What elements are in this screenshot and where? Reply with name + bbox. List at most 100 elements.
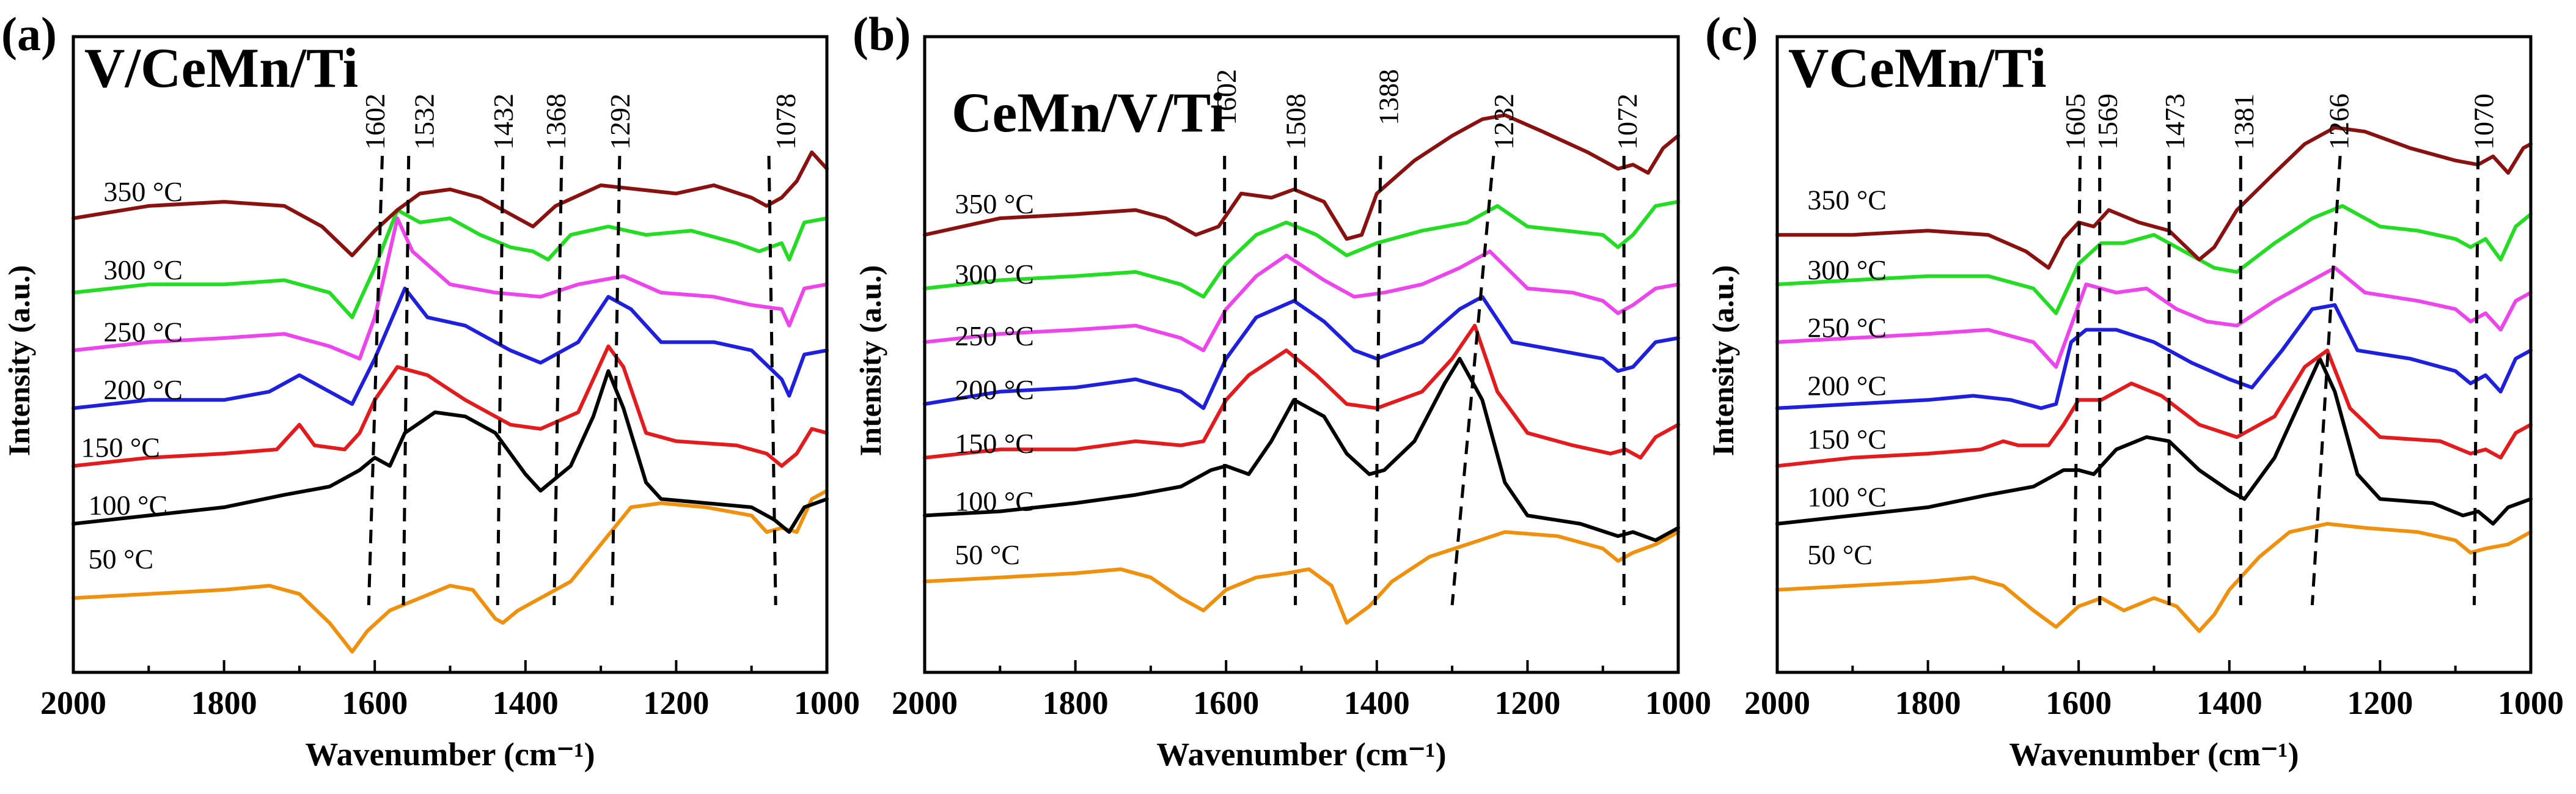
series-line-300C bbox=[923, 200, 1680, 299]
temperature-label: 200 °C bbox=[103, 374, 183, 405]
peak-label: 1605 bbox=[2060, 94, 2091, 150]
x-tick-label: 1200 bbox=[1494, 685, 1560, 721]
temperature-label: 100 °C bbox=[955, 485, 1034, 516]
x-tick-label: 1600 bbox=[342, 685, 408, 721]
panel-a: 2000 1800 1600 1400 1200 1000 Wavenumber (cm⁻¹… bbox=[1, 7, 860, 773]
series-line-200C bbox=[923, 295, 1680, 410]
series-line-250C bbox=[923, 249, 1680, 353]
panel-c: 2000 1800 1600 1400 1200 1000 Wavenumber (cm⁻¹… bbox=[1705, 7, 2564, 773]
series-line-150C bbox=[1775, 348, 2533, 468]
peak-label: 1532 bbox=[408, 94, 439, 150]
temperature-label: 50 °C bbox=[89, 543, 154, 575]
temperature-label: 300 °C bbox=[103, 254, 183, 285]
temperature-label: 50 °C bbox=[1807, 539, 1873, 570]
panel-title: V/CeMn/Ti bbox=[84, 37, 358, 99]
y-axis-title: Intensity (a.u.) bbox=[1706, 265, 1740, 457]
temperature-label: 200 °C bbox=[1807, 370, 1887, 401]
series-line-250C bbox=[72, 216, 829, 361]
panel-letter: (c) bbox=[1705, 7, 1758, 61]
peak-line-1368 bbox=[552, 155, 563, 606]
peak-line-1605 bbox=[2072, 155, 2082, 606]
series-line-300C bbox=[72, 208, 829, 320]
temperature-label: 300 °C bbox=[955, 259, 1034, 290]
x-tick-label: 2000 bbox=[1744, 685, 1810, 721]
series-line-100C bbox=[923, 356, 1680, 542]
temperature-label: 100 °C bbox=[1807, 482, 1887, 513]
x-axis-title: Wavenumber (cm⁻¹) bbox=[1156, 736, 1446, 773]
peak-line-1266 bbox=[2310, 155, 2342, 606]
x-axis-title: Wavenumber (cm⁻¹) bbox=[305, 736, 595, 773]
x-tick-label: 1400 bbox=[2196, 685, 2262, 721]
panel-title: CeMn/V/Ti bbox=[952, 81, 1225, 144]
peak-label: 1508 bbox=[1280, 94, 1312, 150]
temperature-label: 350 °C bbox=[1807, 184, 1887, 215]
temperature-label: 150 °C bbox=[955, 428, 1034, 459]
x-tick-label: 1600 bbox=[1193, 685, 1259, 721]
peak-line-1388 bbox=[1373, 155, 1382, 606]
panel-letter: (b) bbox=[853, 7, 911, 61]
plot-frame bbox=[72, 35, 829, 674]
temperature-label: 250 °C bbox=[955, 320, 1034, 351]
peak-label: 1381 bbox=[2228, 94, 2259, 150]
peak-label: 1569 bbox=[2092, 94, 2123, 150]
x-tick-label: 1200 bbox=[643, 685, 709, 721]
temperature-label: 200 °C bbox=[955, 374, 1034, 405]
x-tick-label: 2000 bbox=[892, 685, 958, 721]
peak-label: 1602 bbox=[1211, 69, 1242, 125]
temperature-label: 100 °C bbox=[89, 490, 168, 521]
peak-label: 1602 bbox=[359, 94, 391, 150]
series-line-50C bbox=[923, 530, 1680, 625]
series-line-50C bbox=[1775, 521, 2533, 633]
temperature-label: 250 °C bbox=[1807, 312, 1887, 344]
peak-line-1432 bbox=[496, 155, 505, 606]
series-line-100C bbox=[72, 369, 829, 534]
series-line-150C bbox=[923, 323, 1680, 460]
y-axis-title: Intensity (a.u.) bbox=[853, 265, 887, 457]
peak-label: 1292 bbox=[604, 94, 636, 150]
peak-label: 1078 bbox=[770, 94, 801, 150]
y-axis-title: Intensity (a.u.) bbox=[2, 265, 36, 457]
x-tick-label: 1400 bbox=[1344, 685, 1410, 721]
series-line-350C bbox=[1775, 125, 2533, 270]
x-tick-label: 1800 bbox=[1895, 685, 1961, 721]
panel-b: 2000 1800 1600 1400 1200 1000 Wavenumber (cm⁻¹… bbox=[853, 7, 1711, 773]
x-tick-label: 1000 bbox=[1645, 685, 1711, 721]
peak-label: 1473 bbox=[2159, 94, 2190, 150]
series-line-150C bbox=[72, 344, 829, 468]
x-tick-label: 1800 bbox=[1043, 685, 1109, 721]
temperature-label: 50 °C bbox=[955, 539, 1020, 570]
peak-line-1292 bbox=[611, 155, 622, 606]
peak-line-1532 bbox=[402, 155, 411, 606]
x-tick-label: 2000 bbox=[40, 685, 106, 721]
x-tick-label: 1600 bbox=[2046, 685, 2112, 721]
peak-line-1070 bbox=[2473, 155, 2480, 606]
peak-label: 1266 bbox=[2324, 94, 2355, 150]
series-line-350C bbox=[923, 113, 1680, 241]
temperature-label: 150 °C bbox=[81, 432, 160, 463]
peak-line-1232 bbox=[1450, 155, 1495, 606]
series-line-200C bbox=[72, 286, 829, 410]
peak-label: 1432 bbox=[488, 94, 519, 150]
x-axis-title: Wavenumber (cm⁻¹) bbox=[2009, 736, 2299, 773]
panel-title: VCeMn/Ti bbox=[1788, 37, 2047, 99]
peak-label: 1388 bbox=[1373, 69, 1404, 125]
series-line-300C bbox=[1775, 204, 2533, 315]
peak-label: 1232 bbox=[1488, 94, 1519, 150]
x-tick-label: 1000 bbox=[794, 685, 860, 721]
series-line-200C bbox=[1775, 303, 2533, 410]
x-tick-label: 1400 bbox=[493, 685, 559, 721]
plot-frame bbox=[1775, 35, 2533, 674]
peak-line-1078 bbox=[767, 155, 777, 606]
temperature-label: 350 °C bbox=[103, 176, 183, 207]
x-tick-label: 1800 bbox=[191, 685, 257, 721]
temperature-label: 350 °C bbox=[955, 188, 1034, 219]
x-tick-label: 1000 bbox=[2498, 685, 2564, 721]
peak-line-1602 bbox=[367, 155, 384, 606]
peak-label: 1368 bbox=[540, 94, 571, 150]
panel-letter: (a) bbox=[1, 7, 57, 61]
peak-label: 1070 bbox=[2468, 94, 2499, 150]
temperature-label: 300 °C bbox=[1807, 254, 1887, 285]
series-line-100C bbox=[1775, 356, 2533, 526]
peak-label: 1072 bbox=[1612, 94, 1643, 150]
